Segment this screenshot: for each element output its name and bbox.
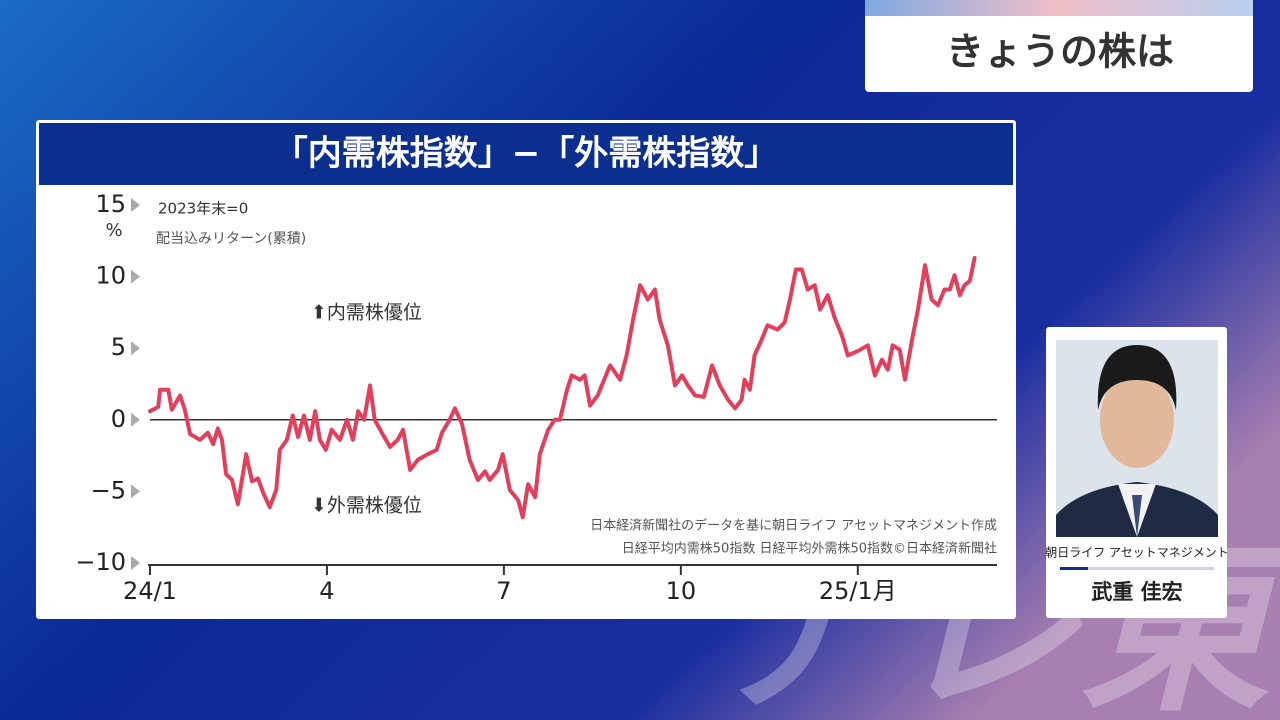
annotation: ⬇外需株優位	[311, 495, 422, 517]
y-tick-label: 5	[111, 333, 126, 361]
y-tick-label: 10	[95, 262, 126, 290]
x-tick-label: 24/1	[123, 577, 177, 605]
y-unit: %	[105, 220, 122, 241]
x-tick-label: 4	[319, 577, 334, 605]
chart-title-bar	[39, 123, 1013, 185]
guest-divider	[1060, 567, 1214, 570]
y-tick-mark	[131, 198, 140, 212]
banner-title: きょうの株は	[946, 30, 1174, 74]
y-tick-mark	[131, 412, 140, 427]
guest-divider-accent	[1060, 567, 1088, 570]
guest-company: 朝日ライフ アセットマネジメント	[1045, 546, 1229, 560]
x-tick-label: 25/1月	[819, 577, 897, 605]
y-tick-label: 15	[95, 190, 126, 218]
guest-name: 武重 佳宏	[1091, 580, 1182, 604]
banner-strip	[865, 0, 1253, 16]
source-note: 日経平均内需株50指数 日経平均外需株50指数©日本経済新聞社	[622, 541, 997, 557]
source-note: 日本経済新聞社のデータを基に朝日ライフ アセットマネジメント作成	[590, 518, 997, 534]
y-tick-label: 0	[111, 405, 126, 433]
chart-title: 「内需株指数」−「外需株指数」	[274, 134, 779, 174]
y-tick-mark	[131, 484, 140, 499]
photo-tie	[1132, 495, 1142, 537]
x-tick-label: 10	[666, 577, 697, 605]
banner-box	[865, 0, 1253, 92]
annotation: ⬆内需株優位	[311, 302, 422, 324]
chart-panel	[36, 120, 1016, 619]
photo-face	[1100, 372, 1174, 468]
y-tick-label: −10	[75, 548, 126, 576]
annotation: 配当込みリターン(累積)	[156, 231, 306, 247]
photo-hair	[1097, 345, 1177, 410]
y-tick-label: −5	[91, 476, 126, 504]
data-line	[148, 255, 977, 520]
x-tick-label: 7	[496, 577, 511, 605]
y-tick-mark	[131, 556, 140, 570]
y-tick-mark	[131, 269, 140, 284]
annotation: 2023年末=0	[158, 200, 248, 218]
y-tick-mark	[131, 341, 140, 356]
